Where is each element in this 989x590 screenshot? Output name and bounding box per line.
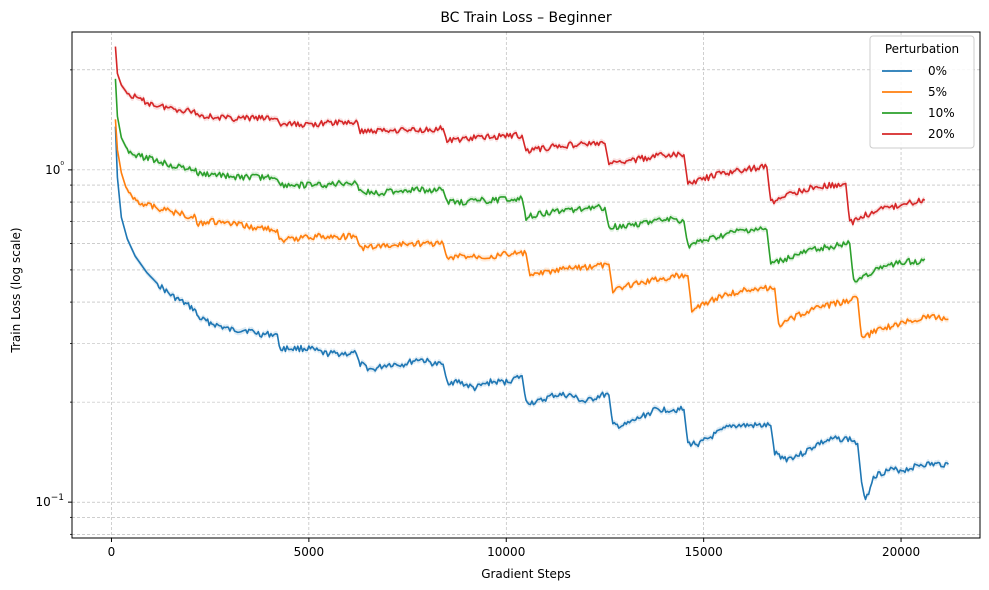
y-tick-label: 10⁰ [45, 161, 64, 177]
series-line [114, 126, 949, 501]
chart-title: BC Train Loss – Beginner [440, 10, 612, 26]
x-tick-label: 10000 [487, 545, 525, 559]
y-tick-exponent: ⁰ [60, 161, 64, 171]
series-10pct [114, 75, 926, 285]
legend-label: 5% [928, 85, 947, 99]
legend-label: 0% [928, 64, 947, 78]
legend-label: 20% [928, 127, 955, 141]
x-tick-label: 15000 [685, 545, 723, 559]
legend-box [869, 35, 975, 149]
series-line [114, 46, 926, 226]
series-0pct [114, 123, 949, 503]
x-tick-label: 0 [108, 545, 116, 559]
legend: Perturbation 0% 5% 10% 20% [869, 35, 975, 149]
x-tick-label: 5000 [294, 545, 325, 559]
series-20pct [114, 43, 926, 228]
y-tick-exponent: −1 [51, 493, 64, 503]
series-band [115, 43, 925, 228]
series-line [114, 78, 926, 283]
series-group [114, 43, 949, 503]
series-line [114, 119, 949, 339]
x-axis-title: Gradient Steps [481, 567, 571, 581]
plot-area-frame [71, 31, 981, 539]
legend-title: Perturbation [885, 42, 959, 56]
series-5pct [114, 116, 949, 341]
x-tick-label: 20000 [882, 545, 920, 559]
legend-label: 10% [928, 106, 955, 120]
y-axis-title: Train Loss (log scale) [9, 227, 23, 353]
